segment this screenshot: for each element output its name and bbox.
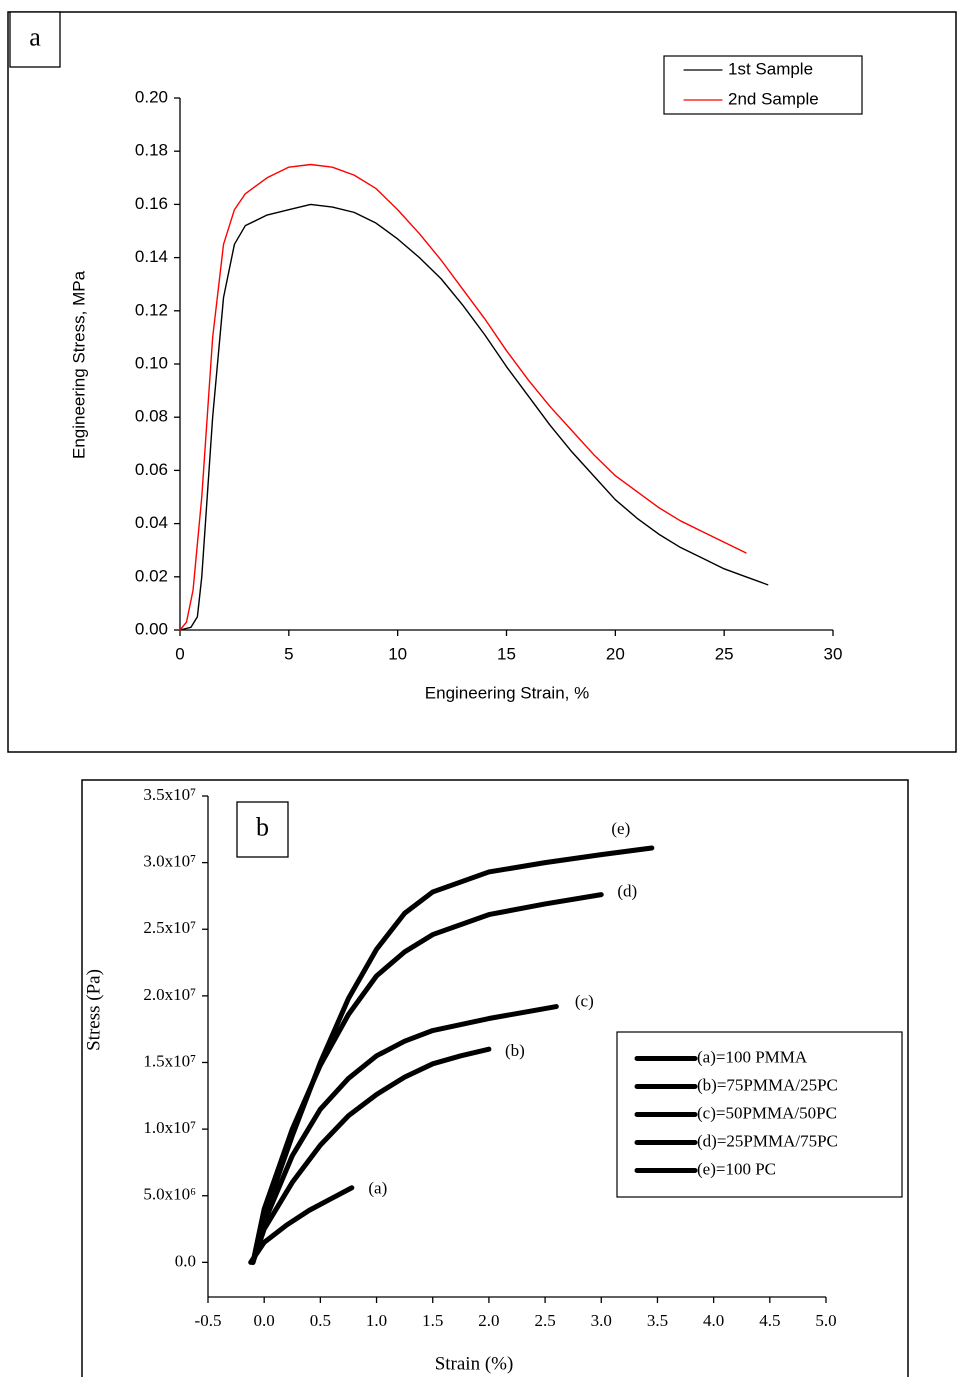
panel-label: a bbox=[29, 22, 41, 51]
x-tick-label: 1.0 bbox=[366, 1311, 387, 1330]
series-line bbox=[179, 163, 747, 631]
y-tick-label: 2.5x10⁷ bbox=[143, 918, 196, 937]
y-tick-label: 2.0x10⁷ bbox=[143, 985, 196, 1004]
y-tick-label: 3.0x10⁷ bbox=[143, 852, 196, 871]
legend-label: (c)=50PMMA/50PC bbox=[697, 1103, 837, 1122]
x-tick-label: 4.5 bbox=[759, 1311, 780, 1330]
legend-label: (e)=100 PC bbox=[697, 1159, 776, 1178]
x-tick-label: 2.5 bbox=[534, 1311, 555, 1330]
x-tick-label: 25 bbox=[715, 644, 734, 663]
x-tick-label: 3.5 bbox=[647, 1311, 668, 1330]
x-tick-label: 0 bbox=[175, 644, 184, 663]
curve-label: (d) bbox=[617, 882, 637, 901]
panel-frame bbox=[81, 779, 909, 1377]
x-tick-label: 2.0 bbox=[478, 1311, 499, 1330]
x-tick-label: 3.0 bbox=[591, 1311, 612, 1330]
series-line bbox=[250, 845, 655, 1265]
x-tick-label: 15 bbox=[497, 644, 516, 663]
panel-label: b bbox=[256, 812, 269, 841]
y-tick-label: 0.10 bbox=[135, 353, 168, 372]
y-axis-title: Stress (Pa) bbox=[83, 969, 104, 1051]
series-line bbox=[179, 203, 769, 631]
x-tick-label: 20 bbox=[606, 644, 625, 663]
legend-label: 1st Sample bbox=[728, 59, 813, 78]
y-tick-label: 0.18 bbox=[135, 141, 168, 160]
y-tick-label: 5.0x10⁶ bbox=[143, 1185, 196, 1204]
y-tick-label: 0.12 bbox=[135, 300, 168, 319]
legend-box bbox=[663, 55, 863, 115]
panel-label-box bbox=[9, 11, 61, 68]
legend-label: 2nd Sample bbox=[728, 89, 819, 108]
x-tick-label: 30 bbox=[824, 644, 843, 663]
x-axis-title: Strain (%) bbox=[435, 1353, 514, 1374]
x-tick-label: 1.5 bbox=[422, 1311, 443, 1330]
x-tick-label: 5.0 bbox=[815, 1311, 836, 1330]
y-tick-label: 0.06 bbox=[135, 460, 168, 479]
chart-b: -0.5 0.0 0.5 1.0 1.5 2.0 2.5 3.0 3.5 4.0 4.5 5.0 0.0… bbox=[83, 785, 903, 1374]
series-line bbox=[250, 1046, 492, 1265]
series-line bbox=[248, 1185, 355, 1265]
x-tick-label: 0.5 bbox=[310, 1311, 331, 1330]
legend-label: (d)=25PMMA/75PC bbox=[697, 1131, 838, 1150]
x-tick-label: 0.0 bbox=[254, 1311, 275, 1330]
x-tick-label: 10 bbox=[388, 644, 407, 663]
y-axis-title: Engineering Stress, MPa bbox=[69, 270, 88, 459]
x-tick-label: 4.0 bbox=[703, 1311, 724, 1330]
y-tick-label: 0.16 bbox=[135, 194, 168, 213]
y-tick-label: 3.5x10⁷ bbox=[143, 785, 196, 804]
series-line bbox=[250, 892, 604, 1265]
y-tick-label: 0.00 bbox=[135, 619, 168, 638]
y-tick-label: 0.14 bbox=[135, 247, 168, 266]
curve-label: (b) bbox=[505, 1041, 525, 1060]
x-tick-label: 5 bbox=[284, 644, 293, 663]
y-tick-label: 0.20 bbox=[135, 87, 168, 106]
legend-label: (a)=100 PMMA bbox=[697, 1047, 808, 1066]
y-tick-label: 1.0x10⁷ bbox=[143, 1118, 196, 1137]
y-tick-label: 0.0 bbox=[175, 1251, 196, 1270]
y-tick-label: 0.08 bbox=[135, 407, 168, 426]
x-tick-label: -0.5 bbox=[195, 1311, 222, 1330]
y-tick-label: 0.02 bbox=[135, 566, 168, 585]
series-line bbox=[250, 1004, 559, 1265]
panel-label-box bbox=[236, 801, 289, 858]
y-tick-label: 1.5x10⁷ bbox=[143, 1051, 196, 1070]
curve-label: (c) bbox=[575, 991, 594, 1010]
curve-label: (a) bbox=[368, 1179, 387, 1198]
legend-label: (b)=75PMMA/25PC bbox=[697, 1075, 838, 1094]
curve-label: (e) bbox=[611, 819, 630, 838]
y-tick-label: 0.04 bbox=[135, 513, 168, 532]
x-axis-title: Engineering Strain, % bbox=[425, 683, 589, 702]
chart-a: 0 5 10 15 20 25 30 0.00 0.02 0.04 0.06 0.08 0.10 0.12… bbox=[9, 11, 863, 702]
panel-frame bbox=[7, 11, 957, 753]
